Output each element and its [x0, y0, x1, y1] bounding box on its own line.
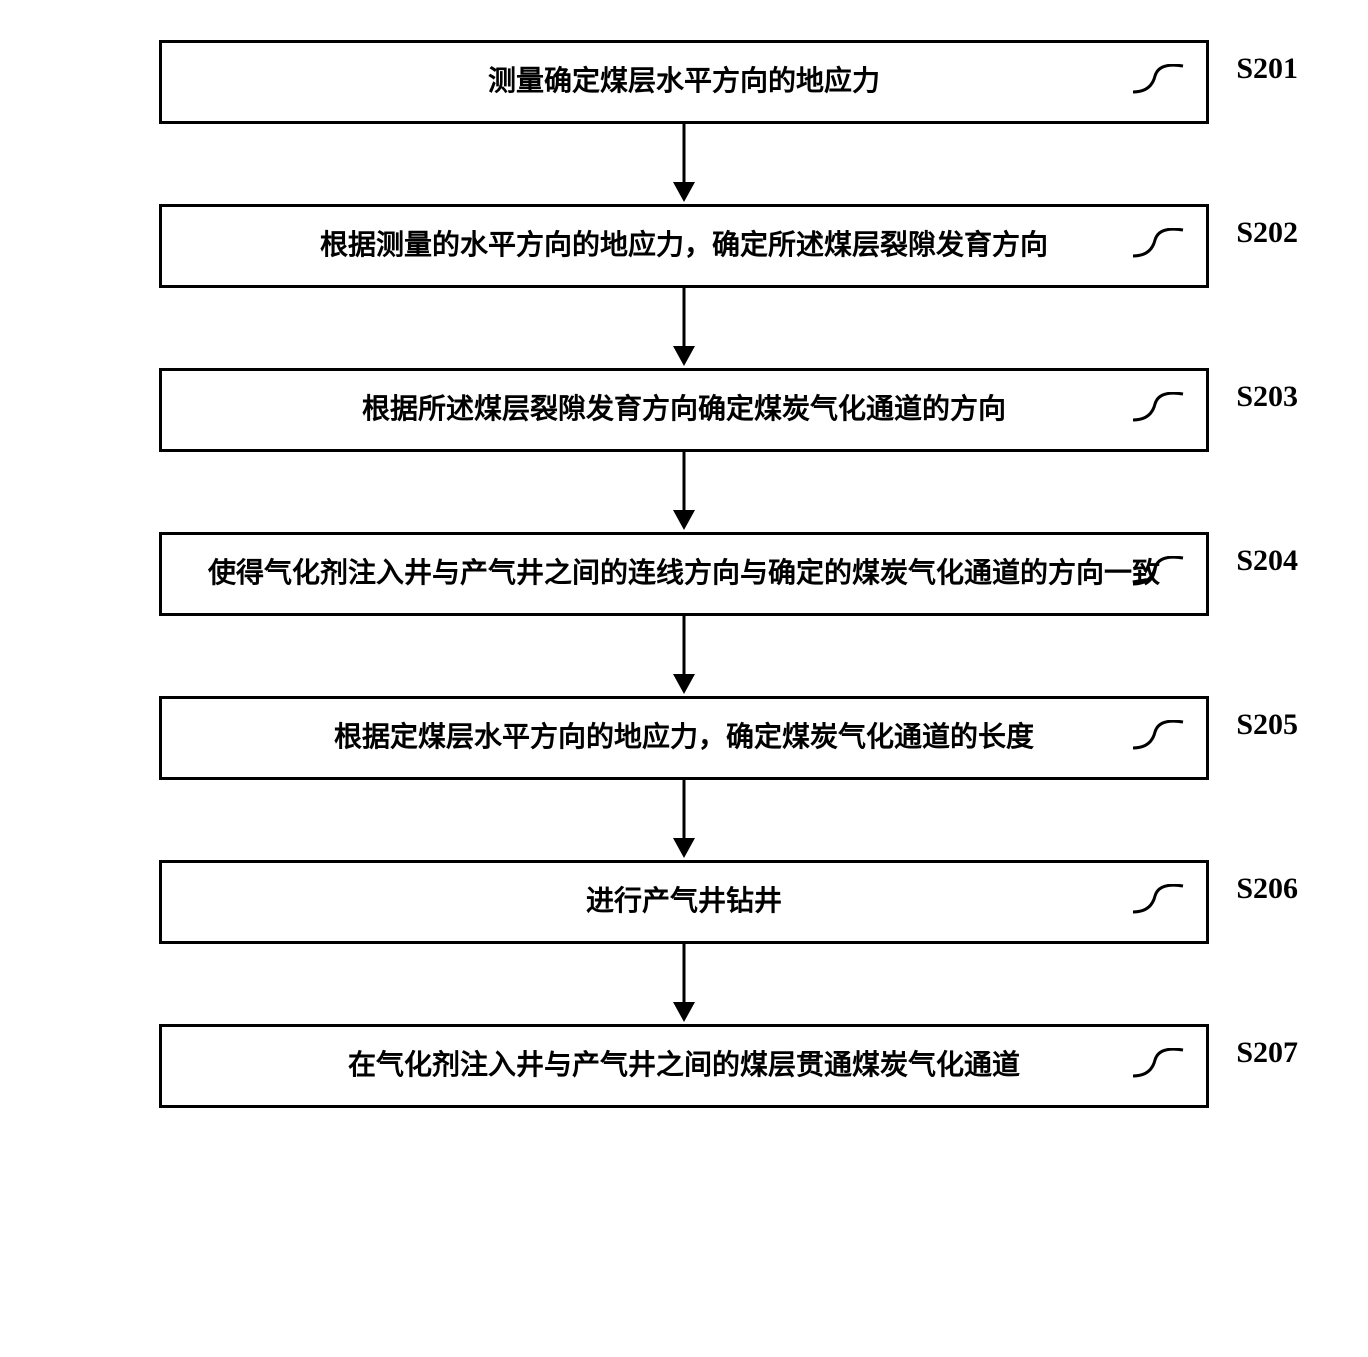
step-text: 进行产气井钻井 [586, 881, 782, 923]
step-text: 根据所述煤层裂隙发育方向确定煤炭气化通道的方向 [362, 389, 1006, 431]
step-text: 根据测量的水平方向的地应力，确定所述煤层裂隙发育方向 [320, 225, 1048, 267]
arrow [20, 780, 1348, 860]
step-text: 测量确定煤层水平方向的地应力 [488, 61, 880, 103]
step-label: S207 [1236, 1036, 1298, 1070]
arrow [20, 124, 1348, 204]
arrow [20, 944, 1348, 1024]
step-row: 进行产气井钻井 S206 [20, 860, 1348, 944]
step-row: 根据测量的水平方向的地应力，确定所述煤层裂隙发育方向 S202 [20, 204, 1348, 288]
step-label: S201 [1236, 52, 1298, 86]
arrow [20, 616, 1348, 696]
step-text: 使得气化剂注入井与产气井之间的连线方向与确定的煤炭气化通道的方向一致 [208, 553, 1160, 595]
flowchart-container: 测量确定煤层水平方向的地应力 S201 根据测量的水平方向的地应力，确定所述煤层… [20, 40, 1348, 1108]
step-label: S206 [1236, 872, 1298, 906]
step-label: S205 [1236, 708, 1298, 742]
connector-line [1133, 556, 1193, 596]
step-row: 测量确定煤层水平方向的地应力 S201 [20, 40, 1348, 124]
step-label: S203 [1236, 380, 1298, 414]
step-box-s203: 根据所述煤层裂隙发育方向确定煤炭气化通道的方向 [159, 368, 1209, 452]
connector-line [1133, 228, 1193, 268]
step-row: 根据所述煤层裂隙发育方向确定煤炭气化通道的方向 S203 [20, 368, 1348, 452]
step-text: 根据定煤层水平方向的地应力，确定煤炭气化通道的长度 [334, 717, 1034, 759]
step-row: 使得气化剂注入井与产气井之间的连线方向与确定的煤炭气化通道的方向一致 S204 [20, 532, 1348, 616]
connector-line [1133, 64, 1193, 104]
step-box-s205: 根据定煤层水平方向的地应力，确定煤炭气化通道的长度 [159, 696, 1209, 780]
step-box-s204: 使得气化剂注入井与产气井之间的连线方向与确定的煤炭气化通道的方向一致 [159, 532, 1209, 616]
step-row: 在气化剂注入井与产气井之间的煤层贯通煤炭气化通道 S207 [20, 1024, 1348, 1108]
step-box-s206: 进行产气井钻井 [159, 860, 1209, 944]
step-label: S202 [1236, 216, 1298, 250]
connector-line [1133, 884, 1193, 924]
step-box-s201: 测量确定煤层水平方向的地应力 [159, 40, 1209, 124]
arrow [20, 452, 1348, 532]
step-box-s207: 在气化剂注入井与产气井之间的煤层贯通煤炭气化通道 [159, 1024, 1209, 1108]
connector-line [1133, 392, 1193, 432]
connector-line [1133, 720, 1193, 760]
step-box-s202: 根据测量的水平方向的地应力，确定所述煤层裂隙发育方向 [159, 204, 1209, 288]
step-text: 在气化剂注入井与产气井之间的煤层贯通煤炭气化通道 [348, 1045, 1020, 1087]
arrow [20, 288, 1348, 368]
connector-line [1133, 1048, 1193, 1088]
step-row: 根据定煤层水平方向的地应力，确定煤炭气化通道的长度 S205 [20, 696, 1348, 780]
step-label: S204 [1236, 544, 1298, 578]
